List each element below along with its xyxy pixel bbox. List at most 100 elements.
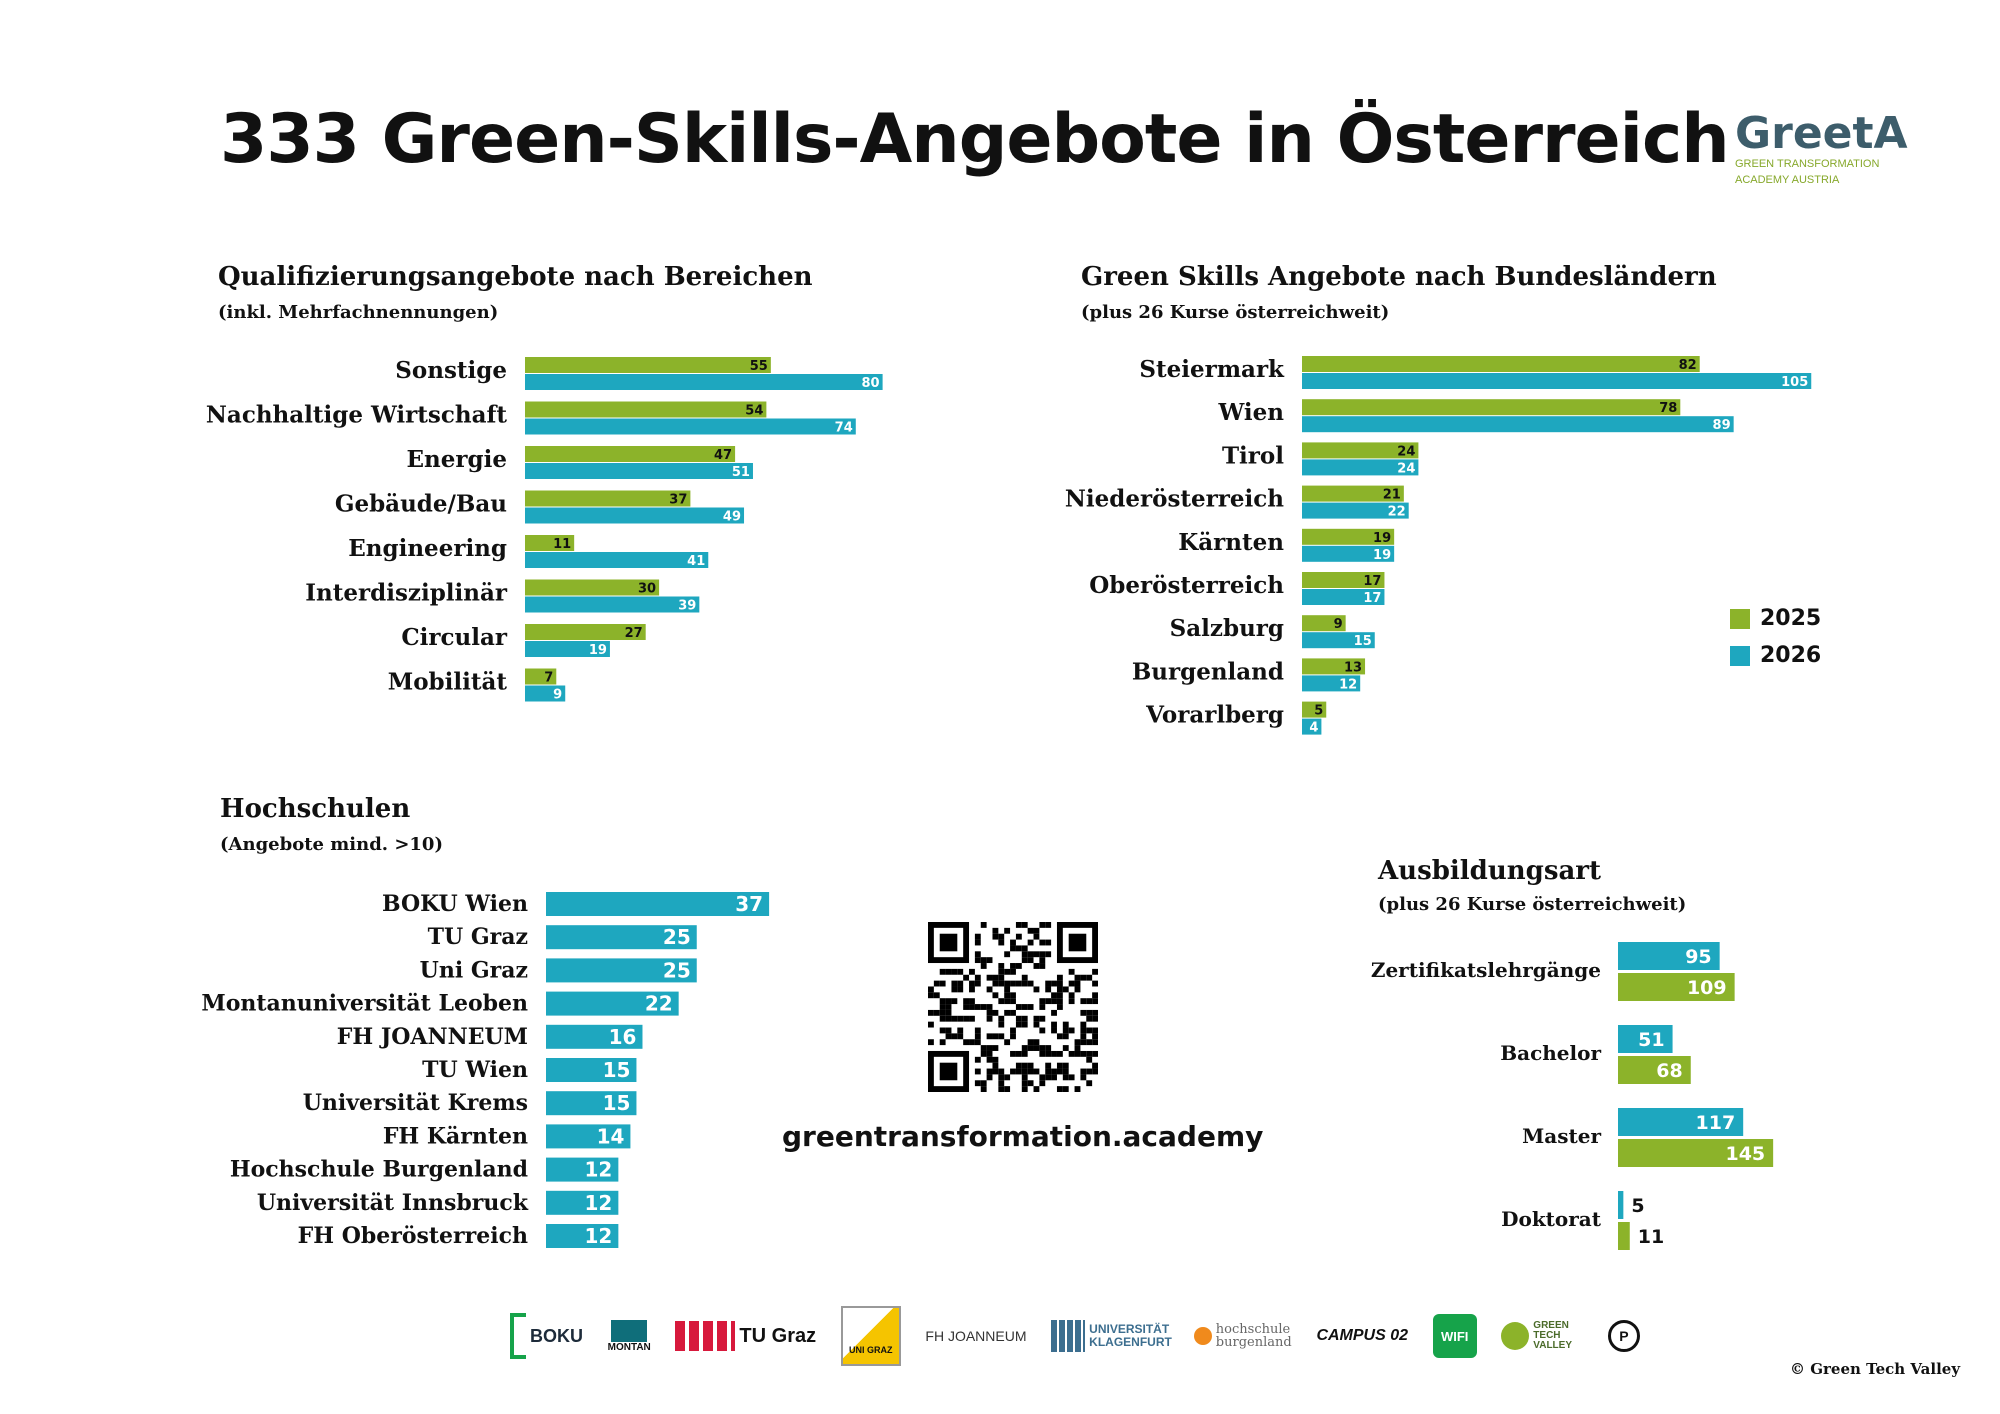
bar-value-hochschule: 25 <box>663 925 691 949</box>
montan-logo: MONTAN <box>608 1308 651 1364</box>
copyright: © Green Tech Valley <box>1790 1360 1961 1378</box>
hochschule-label: TU Wien <box>422 1057 528 1083</box>
ausbildung-label: Zertifikatslehrgänge <box>1371 958 1601 982</box>
website-link[interactable]: greentransformation.academy <box>782 1120 1264 1153</box>
bar-2026 <box>1302 589 1385 605</box>
hochschule-label: Montanuniversität Leoben <box>201 991 528 1017</box>
hochschule-burgenland-logo: hochschule burgenland <box>1193 1308 1292 1364</box>
bar-hochschule <box>546 958 697 983</box>
bar-2026 <box>1302 545 1395 562</box>
bar-ausbildung <box>1618 1025 1673 1053</box>
bar-ausbildung <box>1618 1108 1744 1136</box>
bundesland-label: Oberösterreich <box>1089 572 1284 599</box>
bar-2026 <box>525 685 566 702</box>
bar-2026 <box>525 418 856 435</box>
bar-value-2026: 24 <box>1397 461 1415 476</box>
legend-label-2025: 2025 <box>1760 606 1822 631</box>
hochschule-label: BOKU Wien <box>382 891 528 917</box>
bar-2025 <box>1302 528 1395 545</box>
greentechvalley-logo: GREEN TECH VALLEY <box>1501 1308 1583 1364</box>
bar-value-2026: 105 <box>1781 375 1808 390</box>
bundesland-label: Niederösterreich <box>1065 486 1284 513</box>
bar-value-2025: 30 <box>638 582 656 597</box>
bar-value-hochschule: 14 <box>597 1124 625 1148</box>
bar-value-ausbildung: 145 <box>1725 1143 1765 1165</box>
phst-logo: P <box>1607 1308 1640 1364</box>
bundesland-label: Burgenland <box>1132 658 1284 685</box>
ausbildungsart-title: Ausbildungsart <box>1378 856 1602 886</box>
bar-ausbildung <box>1618 1191 1624 1219</box>
bar-value-ausbildung: 109 <box>1687 977 1727 999</box>
bar-2025 <box>525 535 575 551</box>
bar-hochschule <box>546 892 770 916</box>
bar-value-2025: 54 <box>745 404 763 419</box>
bar-value-2025: 9 <box>1334 617 1343 632</box>
bereich-label: Interdisziplinär <box>305 580 508 607</box>
bar-value-2025: 21 <box>1383 488 1401 503</box>
bar-2025 <box>1302 572 1385 588</box>
bar-hochschule <box>546 1024 643 1049</box>
bar-2025 <box>525 357 771 373</box>
gtv-flower-icon <box>1501 1322 1530 1350</box>
burgenland-sun-icon <box>1193 1327 1212 1345</box>
bar-value-ausbildung: 95 <box>1685 946 1711 968</box>
bar-value-hochschule: 22 <box>645 992 673 1016</box>
bar-ausbildung <box>1618 973 1735 1001</box>
bundesland-label: Vorarlberg <box>1145 702 1284 729</box>
legend-label-2026: 2026 <box>1760 643 1822 668</box>
bundesland-label: Kärnten <box>1178 529 1284 556</box>
legend-swatch-teal <box>1730 645 1750 666</box>
bar-2025 <box>1302 485 1404 502</box>
tugraz-blocks-icon <box>675 1321 736 1351</box>
bar-value-ausbildung: 11 <box>1638 1226 1664 1248</box>
bar-value-hochschule: 16 <box>609 1025 637 1049</box>
bar-hochschule <box>546 1190 619 1215</box>
bar-value-hochschule: 12 <box>585 1158 613 1182</box>
tugraz-logo: TU Graz <box>675 1308 816 1364</box>
hochschule-label: Universität Innsbruck <box>257 1190 529 1216</box>
bundesland-label: Salzburg <box>1170 615 1284 642</box>
legend-swatch-green <box>1730 608 1750 629</box>
bar-2026 <box>525 552 709 568</box>
boku-logo: BOKU <box>510 1308 583 1364</box>
bar-value-2026: 19 <box>589 643 607 658</box>
qr-code-icon[interactable] <box>928 922 1098 1092</box>
bundesland-label: Wien <box>1217 399 1284 426</box>
bereich-label: Nachhaltige Wirtschaft <box>206 402 507 429</box>
bar-2026 <box>525 374 883 390</box>
bar-value-2026: 39 <box>678 599 696 614</box>
bar-2025 <box>1302 615 1346 632</box>
bereiche-title: Qualifizierungsangebote nach Bereichen <box>218 262 813 292</box>
bundeslaender-subtitle: (plus 26 Kurse österreichweit) <box>1081 302 1390 323</box>
bar-hochschule <box>546 1124 631 1149</box>
bar-2025 <box>525 490 691 507</box>
bereich-label: Mobilität <box>388 669 508 696</box>
bar-2025 <box>525 668 557 685</box>
bar-value-2026: 41 <box>687 554 705 569</box>
logo-line-1: GREEN TRANSFORMATION <box>1735 158 1880 170</box>
bar-value-2025: 55 <box>750 359 768 374</box>
bar-2025 <box>1302 356 1700 372</box>
bar-value-2025: 27 <box>625 626 643 641</box>
bundesland-label: Tirol <box>1222 442 1284 469</box>
bar-value-2026: 80 <box>862 376 880 391</box>
bar-value-2026: 17 <box>1363 591 1381 606</box>
bar-ausbildung <box>1618 1056 1691 1084</box>
bar-2026 <box>1302 632 1375 649</box>
hochschule-label: Uni Graz <box>420 957 528 983</box>
bar-2026 <box>1302 675 1361 692</box>
bar-2025 <box>525 579 660 596</box>
unigraz-logo: UNI GRAZ <box>840 1306 901 1366</box>
bundeslaender-title: Green Skills Angebote nach Bundesländern <box>1081 262 1717 292</box>
ausbildung-label: Master <box>1522 1124 1601 1148</box>
campus02-logo: CAMPUS 02 <box>1316 1327 1409 1344</box>
bundesland-label: Steiermark <box>1139 356 1285 383</box>
bar-value-2026: 22 <box>1388 505 1406 520</box>
bar-2025 <box>1302 701 1327 718</box>
bar-value-hochschule: 15 <box>603 1091 631 1115</box>
bar-value-hochschule: 15 <box>603 1058 631 1082</box>
bar-value-ausbildung: 68 <box>1656 1060 1682 1082</box>
bar-2026 <box>525 596 700 613</box>
bereich-label: Energie <box>407 446 507 473</box>
